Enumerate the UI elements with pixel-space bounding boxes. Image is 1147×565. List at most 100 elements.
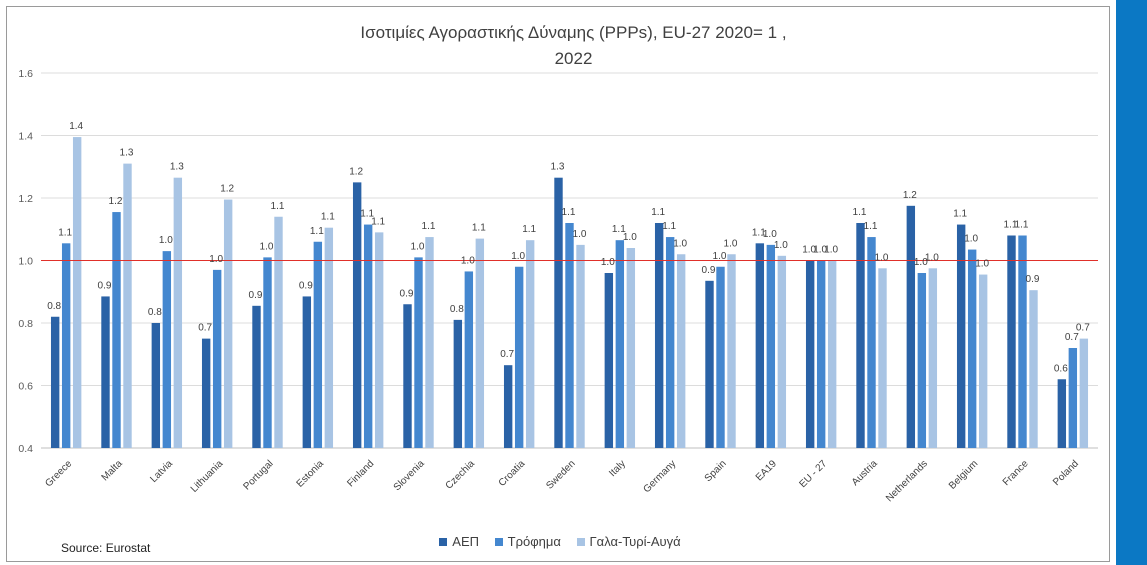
bar [654, 223, 664, 448]
data-label: 1.1 [271, 201, 285, 212]
y-tick-label: 0.4 [18, 443, 33, 455]
bar [514, 266, 524, 448]
data-label: 1.1 [752, 227, 766, 238]
bar [727, 254, 736, 448]
chart-legend: ΑΕΠ Τρόφημα Γαλα-Τυρί-Αυγά [0, 534, 1120, 549]
legend-label-gdp: ΑΕΠ [452, 534, 480, 549]
bar [1079, 338, 1089, 448]
data-label: 1.1 [58, 227, 72, 238]
data-label: 1.4 [69, 121, 83, 132]
data-label: 0.9 [249, 290, 263, 301]
bar [665, 237, 675, 448]
data-label: 1.0 [673, 238, 687, 249]
bar [252, 305, 261, 448]
bar [716, 266, 725, 448]
bar [162, 251, 172, 448]
bar [604, 273, 614, 448]
bar [676, 254, 686, 448]
data-label: 0.8 [450, 304, 464, 315]
bar [525, 240, 535, 448]
x-tick-label: Croatia [497, 458, 528, 489]
data-label: 1.0 [461, 255, 475, 266]
x-tick-label: EA19 [754, 458, 779, 483]
bar [263, 257, 272, 448]
data-label: 1.1 [310, 226, 324, 237]
bar [223, 199, 233, 448]
data-label: 1.2 [349, 166, 363, 177]
data-label: 1.1 [612, 224, 626, 235]
bar [425, 237, 434, 448]
y-tick-label: 1.4 [18, 131, 33, 143]
bar [777, 255, 787, 448]
bar [928, 268, 938, 448]
bar [917, 273, 927, 448]
data-label: 1.0 [724, 238, 738, 249]
y-tick-label: 0.6 [18, 381, 33, 393]
bar [626, 248, 636, 448]
legend-swatch-food [494, 538, 503, 546]
x-tick-label: Estonia [295, 458, 327, 490]
chart-title: Ισοτιμίες Αγοραστικής Δύναμης (PPPs), EU… [0, 20, 1147, 72]
x-tick-label: Portugal [242, 458, 276, 492]
x-tick-label: Poland [1051, 458, 1081, 488]
data-label: 1.1 [562, 207, 576, 218]
legend-swatch-gdp [439, 538, 448, 546]
data-label: 0.7 [1076, 323, 1090, 334]
bar [878, 268, 887, 448]
data-label: 0.9 [98, 280, 112, 291]
data-label: 1.0 [914, 257, 928, 268]
data-label: 1.1 [864, 221, 878, 232]
data-label: 1.1 [651, 207, 665, 218]
bar [72, 137, 82, 448]
x-tick-label: Belgium [947, 458, 980, 491]
bar [906, 205, 916, 448]
bar [50, 316, 60, 448]
bar [1029, 290, 1038, 448]
bar [956, 224, 966, 448]
data-label: 1.1 [1015, 220, 1029, 231]
data-label: 1.0 [824, 245, 838, 256]
bar [414, 257, 423, 448]
data-label: 1.0 [601, 257, 615, 268]
data-label: 0.9 [1026, 274, 1040, 285]
bar [805, 260, 815, 448]
x-tick-label: France [1001, 458, 1031, 488]
bar [101, 296, 110, 448]
x-tick-label: Spain [703, 458, 729, 484]
data-label: 1.0 [925, 252, 939, 263]
bar [274, 216, 283, 448]
bar [61, 243, 71, 448]
legend-label-food: Τρόφημα [507, 534, 561, 549]
data-label: 1.1 [422, 221, 436, 232]
data-label: 0.9 [400, 288, 414, 299]
x-tick-label: Latvia [148, 458, 175, 485]
bar [112, 212, 121, 448]
bar [464, 271, 474, 448]
x-tick-label: EU - 27 [798, 458, 830, 490]
data-label: 1.0 [875, 252, 889, 263]
data-label: 1.1 [662, 221, 676, 232]
bar [554, 177, 563, 448]
data-label: 1.0 [209, 254, 223, 265]
data-label: 0.7 [500, 349, 514, 360]
bar [565, 223, 574, 448]
bar [1068, 348, 1078, 448]
bar [867, 237, 876, 448]
data-label: 0.7 [198, 323, 212, 334]
data-label: 1.0 [623, 232, 637, 243]
right-accent-band [1116, 0, 1147, 565]
data-label: 0.8 [47, 301, 61, 312]
data-label: 1.0 [411, 241, 425, 252]
bar [374, 232, 384, 448]
bar [313, 241, 323, 448]
data-label: 1.0 [159, 235, 173, 246]
bar [201, 338, 211, 448]
data-label: 1.0 [813, 245, 827, 256]
data-label: 1.1 [371, 216, 385, 227]
y-tick-label: 1.0 [18, 256, 33, 268]
bar [615, 240, 625, 448]
y-tick-label: 1.2 [18, 193, 33, 205]
chart-title-line-1: Ισοτιμίες Αγοραστικής Δύναμης (PPPs), EU… [360, 23, 787, 42]
data-label: 1.0 [713, 251, 727, 262]
x-tick-label: Czechia [444, 458, 478, 492]
